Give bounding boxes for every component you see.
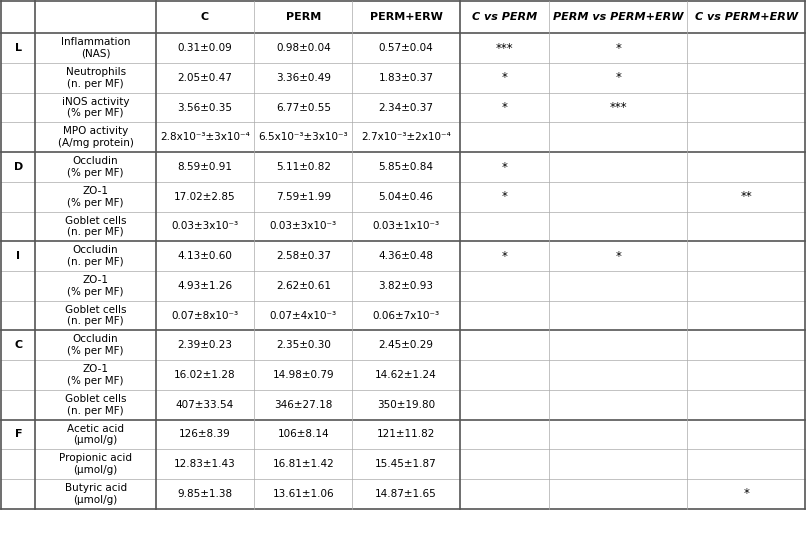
Text: Goblet cells
(n. per MF): Goblet cells (n. per MF) [65, 216, 127, 237]
Text: ZO-1
(% per MF): ZO-1 (% per MF) [67, 364, 124, 386]
Text: C: C [15, 340, 23, 350]
Text: 5.85±0.84: 5.85±0.84 [378, 162, 433, 172]
Text: 15.45±1.87: 15.45±1.87 [375, 459, 436, 469]
Text: 0.03±3x10⁻³: 0.03±3x10⁻³ [171, 221, 238, 231]
Text: 0.06±7x10⁻³: 0.06±7x10⁻³ [372, 311, 439, 321]
Text: 5.04±0.46: 5.04±0.46 [378, 192, 433, 202]
Text: 9.85±1.38: 9.85±1.38 [178, 489, 232, 499]
Text: *: * [742, 487, 749, 500]
Text: 0.07±4x10⁻³: 0.07±4x10⁻³ [269, 311, 337, 321]
Text: 4.13±0.60: 4.13±0.60 [178, 251, 232, 261]
Text: *: * [615, 249, 620, 263]
Text: ZO-1
(% per MF): ZO-1 (% per MF) [67, 275, 124, 296]
Text: 2.7x10⁻³±2x10⁻⁴: 2.7x10⁻³±2x10⁻⁴ [361, 132, 450, 142]
Text: ***: *** [608, 101, 626, 114]
Text: 2.39±0.23: 2.39±0.23 [178, 340, 232, 350]
Text: 2.35±0.30: 2.35±0.30 [276, 340, 330, 350]
Text: 3.82±0.93: 3.82±0.93 [378, 281, 433, 291]
Text: 126±8.39: 126±8.39 [179, 430, 230, 440]
Text: Goblet cells
(n. per MF): Goblet cells (n. per MF) [65, 305, 127, 326]
Text: 13.61±1.06: 13.61±1.06 [272, 489, 333, 499]
Text: *: * [500, 71, 507, 85]
Text: D: D [14, 162, 23, 172]
Text: C vs PERM+ERW: C vs PERM+ERW [694, 12, 797, 22]
Text: F: F [15, 430, 22, 440]
Text: 2.62±0.61: 2.62±0.61 [276, 281, 330, 291]
Text: PERM vs PERM+ERW: PERM vs PERM+ERW [552, 12, 683, 22]
Text: *: * [500, 190, 507, 203]
Text: *: * [615, 71, 620, 85]
Text: 16.81±1.42: 16.81±1.42 [272, 459, 334, 469]
Text: 17.02±2.85: 17.02±2.85 [174, 192, 235, 202]
Text: 4.93±1.26: 4.93±1.26 [178, 281, 232, 291]
Text: 3.36±0.49: 3.36±0.49 [276, 73, 330, 83]
Text: Neutrophils
(n. per MF): Neutrophils (n. per MF) [66, 67, 126, 88]
Text: 6.5x10⁻³±3x10⁻³: 6.5x10⁻³±3x10⁻³ [258, 132, 348, 142]
Text: 2.8x10⁻³±3x10⁻⁴: 2.8x10⁻³±3x10⁻⁴ [160, 132, 250, 142]
Text: ***: *** [495, 41, 513, 55]
Text: Inflammation
(NAS): Inflammation (NAS) [61, 38, 131, 59]
Text: C vs PERM: C vs PERM [471, 12, 536, 22]
Text: Occludin
(% per MF): Occludin (% per MF) [67, 335, 124, 356]
Text: 12.83±1.43: 12.83±1.43 [174, 459, 236, 469]
Text: Occludin
(n. per MF): Occludin (n. per MF) [67, 246, 124, 267]
Text: iNOS activity
(% per MF): iNOS activity (% per MF) [62, 97, 129, 118]
Text: Acetic acid
(μmol/g): Acetic acid (μmol/g) [67, 424, 124, 445]
Text: 0.07±8x10⁻³: 0.07±8x10⁻³ [171, 311, 238, 321]
Text: 14.98±0.79: 14.98±0.79 [272, 370, 333, 380]
Text: 4.36±0.48: 4.36±0.48 [378, 251, 433, 261]
Text: *: * [615, 41, 620, 55]
Text: 3.56±0.35: 3.56±0.35 [178, 103, 232, 113]
Text: PERM: PERM [285, 12, 320, 22]
Text: 0.31±0.09: 0.31±0.09 [178, 43, 232, 53]
Text: 0.98±0.04: 0.98±0.04 [276, 43, 330, 53]
Text: 7.59±1.99: 7.59±1.99 [276, 192, 330, 202]
Text: 6.77±0.55: 6.77±0.55 [276, 103, 330, 113]
Text: 16.02±1.28: 16.02±1.28 [174, 370, 235, 380]
Text: 407±33.54: 407±33.54 [176, 400, 234, 410]
Text: ZO-1
(% per MF): ZO-1 (% per MF) [67, 186, 124, 207]
Text: MPO activity
(A/mg protein): MPO activity (A/mg protein) [58, 127, 133, 148]
Text: 1.83±0.37: 1.83±0.37 [378, 73, 433, 83]
Text: *: * [500, 160, 507, 174]
Text: C: C [200, 12, 208, 22]
Text: 8.59±0.91: 8.59±0.91 [178, 162, 232, 172]
Text: 14.62±1.24: 14.62±1.24 [375, 370, 436, 380]
Text: 346±27.18: 346±27.18 [274, 400, 332, 410]
Text: 0.57±0.04: 0.57±0.04 [378, 43, 433, 53]
Text: 350±19.80: 350±19.80 [376, 400, 435, 410]
Text: *: * [500, 101, 507, 114]
Text: I: I [16, 251, 20, 261]
Text: 2.34±0.37: 2.34±0.37 [378, 103, 433, 113]
Text: Propionic acid
(μmol/g): Propionic acid (μmol/g) [59, 453, 132, 475]
Text: Butyric acid
(μmol/g): Butyric acid (μmol/g) [64, 483, 127, 505]
Text: 0.03±1x10⁻³: 0.03±1x10⁻³ [372, 221, 439, 231]
Text: Goblet cells
(n. per MF): Goblet cells (n. per MF) [65, 394, 127, 415]
Text: 0.03±3x10⁻³: 0.03±3x10⁻³ [269, 221, 337, 231]
Text: PERM+ERW: PERM+ERW [369, 12, 442, 22]
Text: **: ** [740, 190, 751, 203]
Text: 2.58±0.37: 2.58±0.37 [276, 251, 330, 261]
Text: 2.45±0.29: 2.45±0.29 [378, 340, 433, 350]
Text: 106±8.14: 106±8.14 [277, 430, 328, 440]
Text: *: * [500, 249, 507, 263]
Text: L: L [15, 43, 22, 53]
Text: 14.87±1.65: 14.87±1.65 [375, 489, 436, 499]
Text: 5.11±0.82: 5.11±0.82 [276, 162, 330, 172]
Text: 121±11.82: 121±11.82 [376, 430, 435, 440]
Text: Occludin
(% per MF): Occludin (% per MF) [67, 156, 124, 178]
Text: 2.05±0.47: 2.05±0.47 [178, 73, 232, 83]
